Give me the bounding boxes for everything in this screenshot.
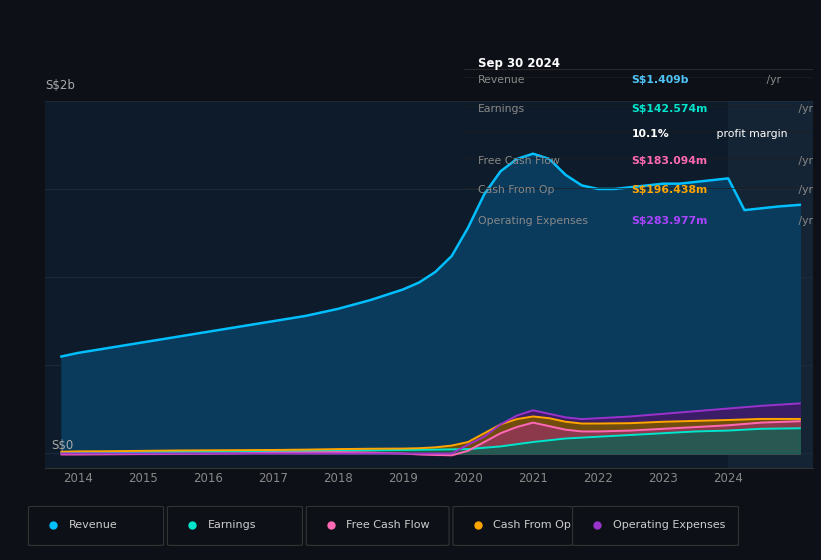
Text: /yr: /yr	[796, 185, 814, 195]
Text: /yr: /yr	[796, 216, 814, 226]
Text: S$142.574m: S$142.574m	[631, 104, 708, 114]
Text: Earnings: Earnings	[478, 104, 525, 114]
FancyBboxPatch shape	[29, 506, 163, 545]
Text: Earnings: Earnings	[208, 520, 256, 530]
Text: Operating Expenses: Operating Expenses	[612, 520, 725, 530]
Bar	[728, 101, 813, 468]
Text: Revenue: Revenue	[69, 520, 117, 530]
Text: Cash From Op: Cash From Op	[478, 185, 554, 195]
Text: Operating Expenses: Operating Expenses	[478, 216, 588, 226]
Text: 10.1%: 10.1%	[631, 129, 669, 139]
Text: /yr: /yr	[796, 156, 814, 166]
Text: Sep 30 2024: Sep 30 2024	[478, 58, 560, 71]
Text: Free Cash Flow: Free Cash Flow	[346, 520, 430, 530]
FancyBboxPatch shape	[167, 506, 302, 545]
Text: S$0: S$0	[52, 438, 74, 452]
FancyBboxPatch shape	[572, 506, 739, 545]
Text: Cash From Op: Cash From Op	[493, 520, 571, 530]
Text: /yr: /yr	[796, 104, 814, 114]
Text: /yr: /yr	[763, 75, 781, 85]
Text: S$196.438m: S$196.438m	[631, 185, 708, 195]
FancyBboxPatch shape	[453, 506, 572, 545]
Text: Revenue: Revenue	[478, 75, 525, 85]
Text: S$283.977m: S$283.977m	[631, 216, 708, 226]
Text: profit margin: profit margin	[713, 129, 788, 139]
Text: Free Cash Flow: Free Cash Flow	[478, 156, 560, 166]
FancyBboxPatch shape	[306, 506, 449, 545]
Text: S$2b: S$2b	[45, 80, 75, 92]
Text: S$1.409b: S$1.409b	[631, 75, 689, 85]
Text: S$183.094m: S$183.094m	[631, 156, 708, 166]
